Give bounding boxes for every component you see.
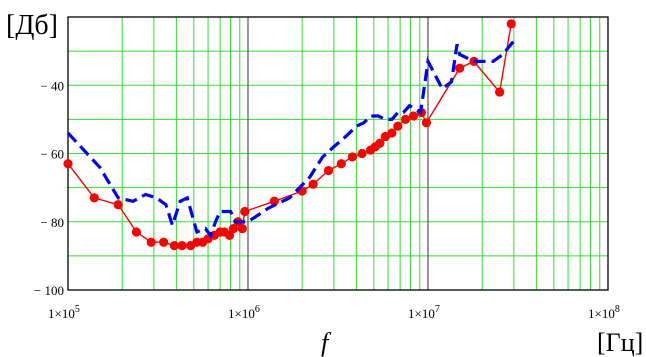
x-tick-label: 1×105 <box>48 304 80 321</box>
data-point <box>89 193 99 203</box>
series-layer <box>63 19 516 251</box>
data-point <box>375 138 385 148</box>
data-point <box>240 206 250 217</box>
data-point <box>506 19 516 29</box>
data-point <box>408 111 419 121</box>
x-axis-unit: [Гц] <box>597 328 643 357</box>
y-tick-label: − 100 <box>34 283 64 298</box>
data-point <box>495 87 505 97</box>
y-tick-labels: − 40 − 60 − 80 − 100 <box>34 78 64 298</box>
data-point <box>455 63 465 73</box>
data-point <box>177 241 187 251</box>
data-point <box>347 152 357 162</box>
data-point <box>393 121 403 131</box>
x-tick-label: 1×106 <box>228 304 260 321</box>
axes <box>67 16 609 291</box>
data-point <box>228 223 239 234</box>
data-point <box>131 227 142 237</box>
y-axis-label: [Дб] <box>6 10 58 41</box>
data-point <box>400 114 411 124</box>
data-point <box>387 128 397 138</box>
data-point <box>113 200 123 210</box>
grid <box>68 17 608 290</box>
x-axis-symbol: f <box>321 328 332 357</box>
data-point <box>63 159 73 169</box>
x-tick-label: 1×107 <box>408 304 440 321</box>
plot-frame <box>67 16 609 291</box>
series-line-1 <box>66 39 516 239</box>
y-tick-label: − 80 <box>40 215 64 230</box>
data-point <box>357 148 367 159</box>
series-line-0 <box>67 23 512 247</box>
data-point <box>237 223 247 234</box>
data-point <box>159 237 169 247</box>
data-point <box>169 241 179 251</box>
data-point <box>421 118 432 128</box>
x-tick-labels: 1×105 1×106 1×107 1×108 <box>48 304 620 321</box>
data-point <box>308 179 318 189</box>
y-tick-label: − 40 <box>40 78 64 93</box>
y-tick-label: − 60 <box>40 147 64 162</box>
x-tick-label: 1×108 <box>588 304 620 321</box>
data-point <box>146 237 156 247</box>
data-point <box>224 230 235 240</box>
data-point <box>269 196 279 206</box>
data-point <box>323 165 334 176</box>
data-point <box>336 159 346 169</box>
